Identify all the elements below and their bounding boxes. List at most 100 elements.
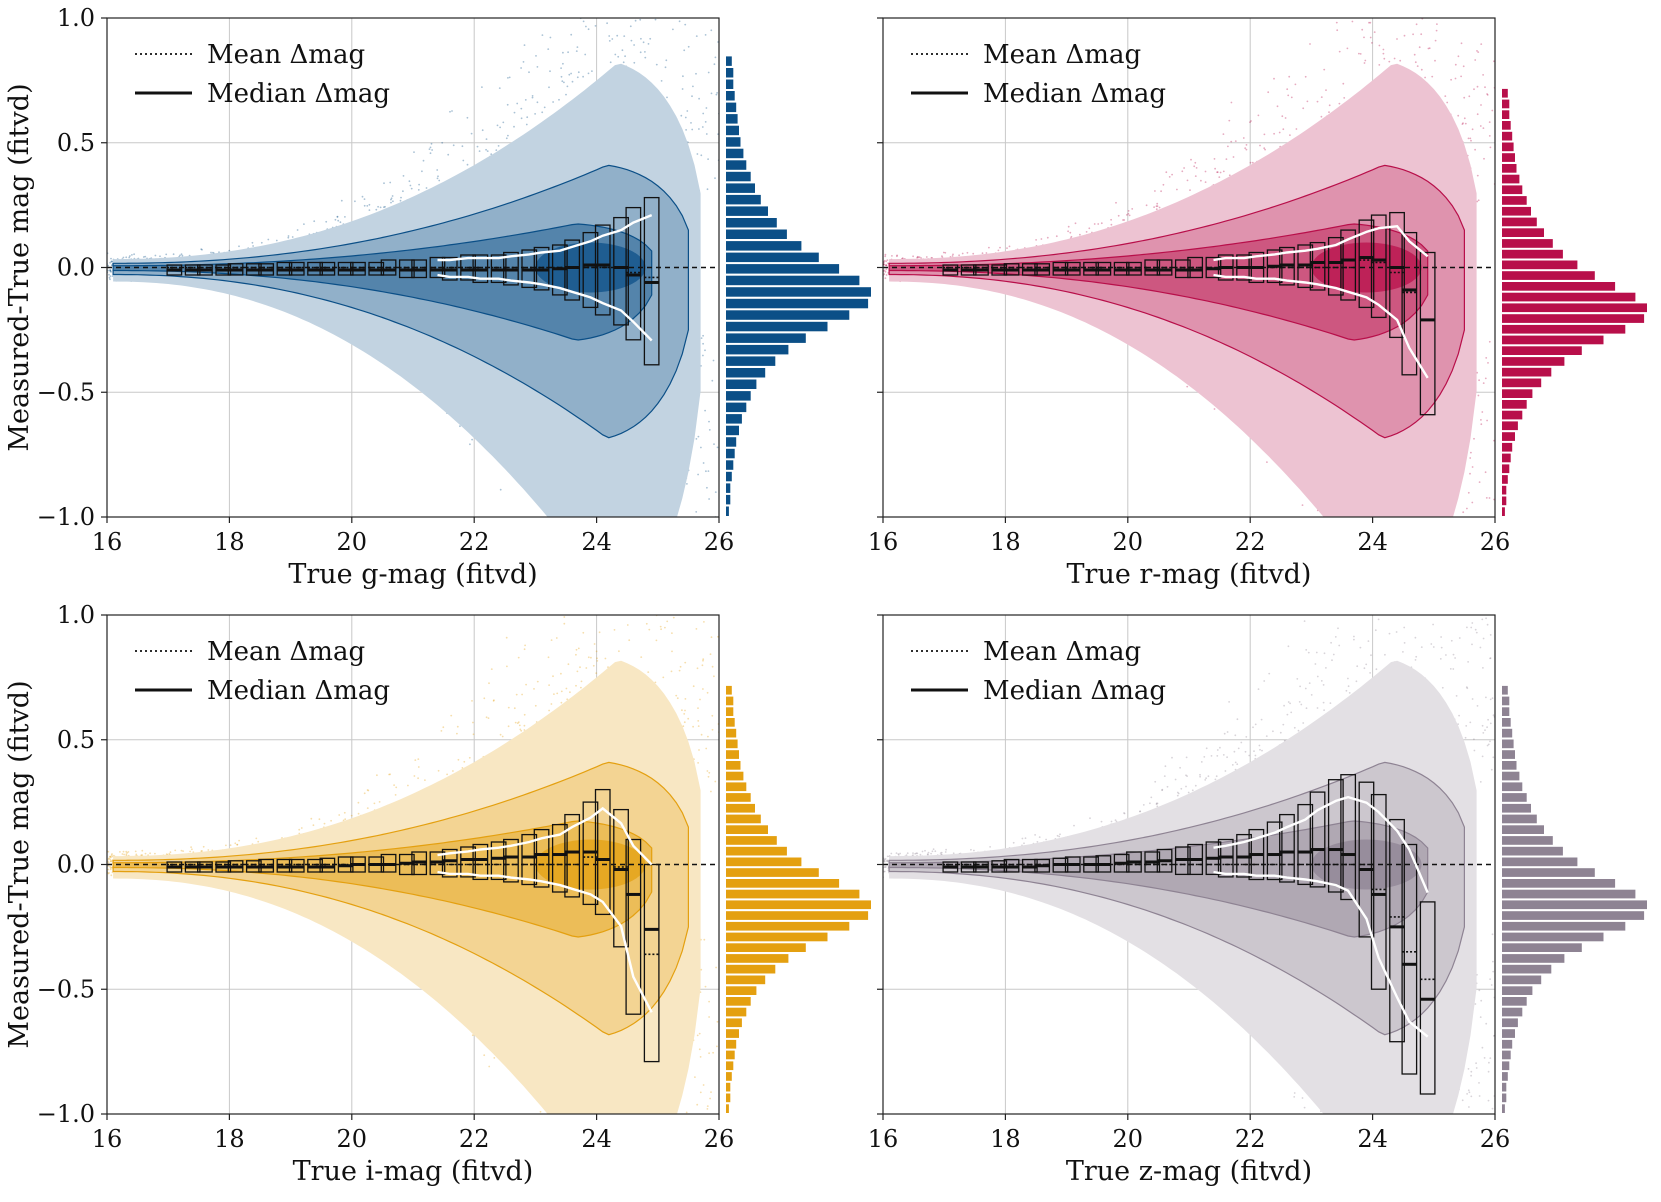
hist-bar-6	[726, 437, 737, 447]
scatter-point	[438, 179, 441, 182]
scatter-point	[1250, 120, 1252, 122]
scatter-point	[883, 273, 886, 276]
scatter-point	[513, 125, 515, 128]
scatter-point	[429, 152, 432, 155]
scatter-point	[1085, 231, 1088, 233]
scatter-point	[1242, 137, 1245, 139]
scatter-point	[1482, 74, 1484, 76]
scatter-point	[1477, 51, 1480, 53]
hist-bar-1	[726, 494, 731, 505]
scatter-point	[1415, 23, 1418, 26]
scatter-point	[1219, 171, 1222, 174]
scatter-point	[1160, 190, 1162, 193]
scatter-point	[563, 81, 565, 84]
scatter-point	[1227, 145, 1229, 148]
scatter-point	[179, 254, 181, 257]
scatter-point	[591, 70, 593, 72]
scatter-point	[392, 200, 394, 203]
scatter-point	[608, 40, 611, 42]
scatter-point	[1378, 44, 1381, 47]
scatter-point	[702, 354, 704, 357]
scatter-point	[582, 75, 584, 78]
scatter-point	[981, 252, 984, 255]
scatter-point	[1434, 39, 1437, 42]
scatter-point	[609, 61, 612, 64]
scatter-point	[1416, 65, 1419, 67]
x-tick-label: 26	[704, 528, 735, 556]
scatter-point	[705, 470, 707, 473]
scatter-point	[287, 235, 290, 237]
scatter-point	[1378, 64, 1381, 66]
hist-bar-18	[726, 298, 869, 309]
scatter-point	[1471, 128, 1474, 131]
scatter-point	[885, 260, 888, 263]
scatter-point	[541, 34, 544, 36]
scatter-point	[1383, 57, 1386, 60]
scatter-point	[568, 73, 571, 76]
scatter-point	[499, 126, 501, 129]
scatter-point	[988, 246, 990, 249]
scatter-point	[431, 149, 433, 151]
scatter-point	[1485, 497, 1488, 499]
scatter-point	[1338, 50, 1341, 53]
y-axis-label: Measured-True mag (fitvd)	[4, 83, 35, 451]
scatter-point	[1309, 43, 1311, 45]
scatter-point	[1168, 176, 1171, 178]
scatter-point	[1155, 208, 1158, 211]
scatter-point	[1195, 167, 1198, 169]
scatter-point	[1234, 140, 1237, 143]
scatter-point	[462, 159, 465, 162]
scatter-point	[1338, 102, 1341, 105]
scatter-point	[1486, 93, 1488, 95]
x-tick-label: 18	[214, 528, 245, 556]
scatter-point	[713, 443, 715, 445]
scatter-point	[644, 56, 647, 59]
scatter-point	[1302, 107, 1305, 110]
scatter-point	[1126, 214, 1128, 216]
scatter-point	[528, 71, 530, 74]
scatter-point	[712, 359, 715, 362]
scatter-point	[1222, 133, 1225, 136]
scatter-point	[639, 18, 642, 21]
scatter-point	[941, 255, 943, 257]
scatter-point	[109, 270, 112, 273]
scatter-point	[1469, 472, 1471, 475]
scatter-point	[1424, 76, 1426, 79]
scatter-point	[1480, 419, 1482, 421]
scatter-point	[944, 251, 947, 254]
scatter-point	[507, 134, 509, 137]
scatter-point	[912, 255, 914, 258]
scatter-point	[344, 216, 346, 218]
scatter-point	[713, 63, 716, 66]
scatter-point	[122, 256, 125, 259]
scatter-point	[389, 181, 392, 184]
scatter-point	[697, 473, 699, 476]
scatter-point	[608, 35, 611, 37]
scatter-point	[702, 334, 704, 337]
scatter-point	[421, 170, 423, 173]
hist-bar-14	[726, 344, 789, 355]
scatter-point	[885, 264, 888, 267]
scatter-point	[999, 246, 1001, 249]
contour-core	[535, 242, 646, 293]
scatter-point	[110, 257, 112, 260]
hist-bar-8	[726, 414, 742, 424]
scatter-point	[1454, 63, 1457, 66]
scatter-point	[520, 67, 522, 69]
scatter-point	[336, 215, 339, 218]
scatter-point	[1427, 47, 1430, 50]
scatter-point	[1462, 511, 1465, 514]
scatter-point	[1222, 170, 1225, 173]
scatter-point	[109, 269, 112, 272]
scatter-point	[562, 51, 564, 54]
scatter-point	[886, 259, 889, 261]
scatter-point	[1369, 21, 1372, 24]
scatter-point	[1074, 222, 1077, 225]
scatter-point	[449, 110, 451, 113]
scatter-point	[131, 254, 133, 256]
scatter-point	[548, 86, 550, 89]
scatter-point	[535, 55, 537, 57]
scatter-point	[441, 141, 444, 144]
